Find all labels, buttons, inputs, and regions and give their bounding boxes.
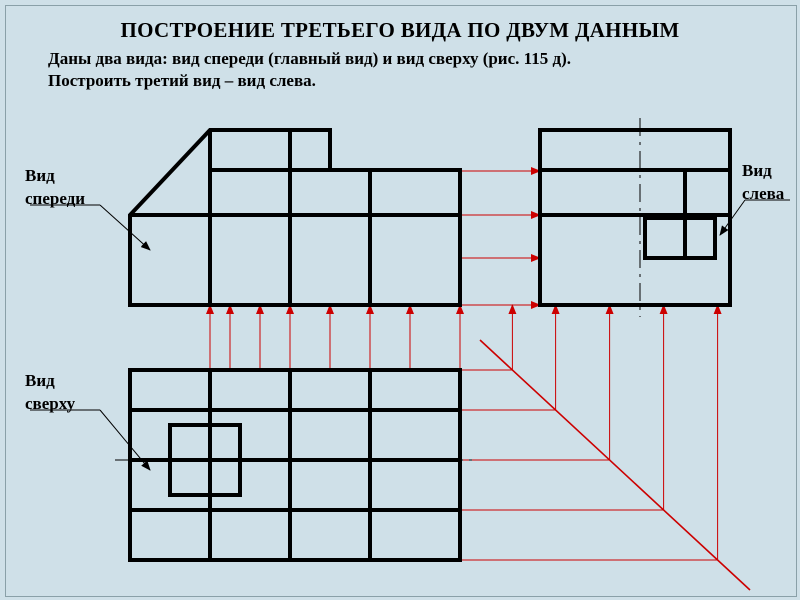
drawing-canvas [0, 0, 800, 600]
